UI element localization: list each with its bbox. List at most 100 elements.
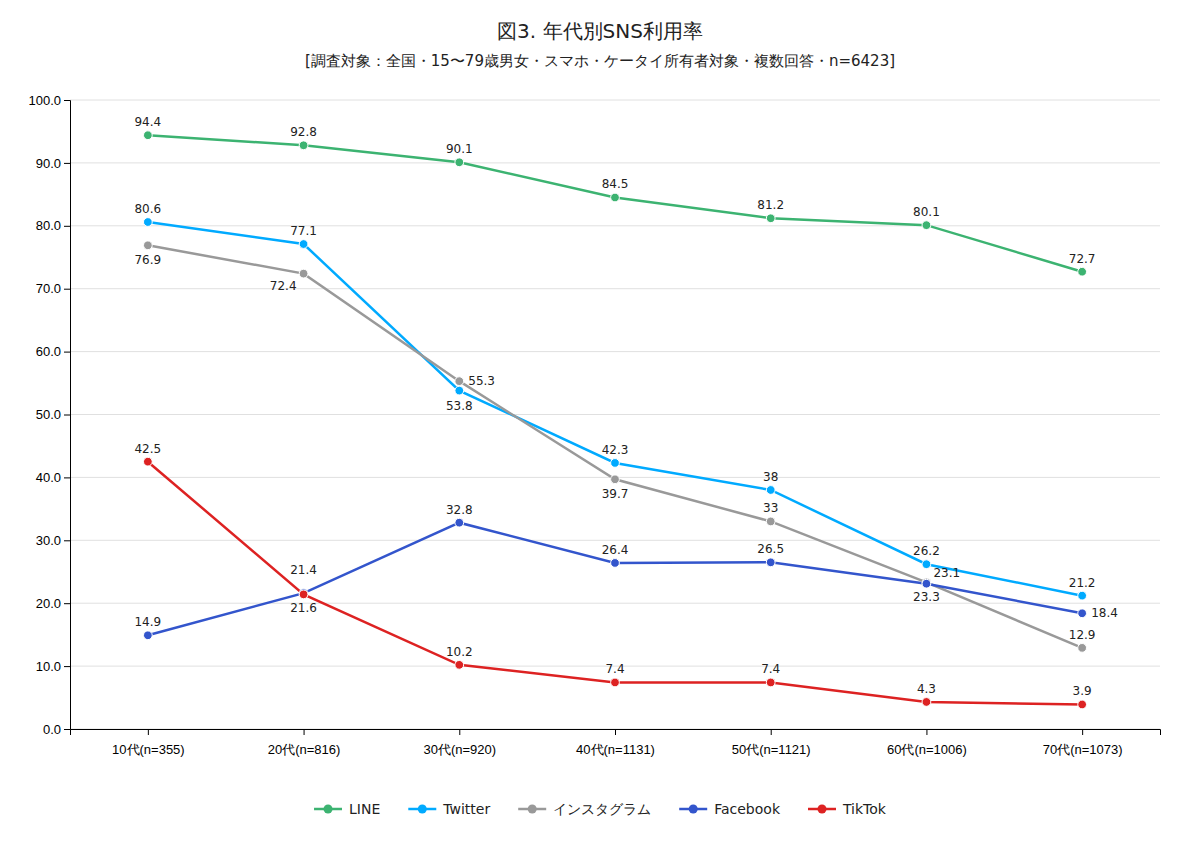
tick-mark xyxy=(304,729,305,735)
legend-item: LINE xyxy=(314,801,380,817)
tick: 60代(n=1006) xyxy=(887,729,967,757)
grid-line xyxy=(70,603,1160,604)
tick-mark xyxy=(64,477,70,478)
tick: 40.0 xyxy=(36,470,70,485)
tick-mark xyxy=(64,666,70,667)
data-label: 26.5 xyxy=(757,542,784,556)
tick: 70代(n=1073) xyxy=(1043,729,1123,757)
data-label: 26.4 xyxy=(602,543,629,557)
y-axis: 0.010.020.030.040.050.060.070.080.090.01… xyxy=(28,93,70,737)
point xyxy=(299,269,308,278)
tick: 60.0 xyxy=(36,344,70,359)
data-label: 92.8 xyxy=(290,125,317,139)
data-label: 21.2 xyxy=(1069,576,1096,590)
tick-label: 80.0 xyxy=(36,218,61,233)
point xyxy=(1078,700,1087,709)
tick: 10.0 xyxy=(36,659,70,674)
tick-label: 40.0 xyxy=(36,470,61,485)
grid-line xyxy=(70,162,1160,163)
legend-label: インスタグラム xyxy=(553,801,651,817)
data-label: 23.1 xyxy=(933,566,960,580)
point xyxy=(299,590,308,599)
point xyxy=(1078,267,1087,276)
tick-label: 90.0 xyxy=(36,156,61,171)
point xyxy=(455,660,464,669)
data-label: 55.3 xyxy=(468,374,495,388)
x-axis: 10代(n=355)20代(n=816)30代(n=920)40代(n=1131… xyxy=(71,729,1161,757)
point xyxy=(1078,591,1087,600)
tick-mark xyxy=(148,729,149,735)
point xyxy=(766,517,775,526)
point xyxy=(1078,609,1087,618)
grid-line xyxy=(70,100,1160,101)
data-labels: 94.492.890.184.581.280.172.780.677.153.8… xyxy=(134,115,1117,698)
data-label: 80.1 xyxy=(913,205,940,219)
axis-line xyxy=(71,730,1161,736)
point xyxy=(143,131,152,140)
data-label: 26.2 xyxy=(913,544,940,558)
tick: 70.0 xyxy=(36,281,70,296)
grid-line xyxy=(70,540,1160,541)
legend-label: LINE xyxy=(349,801,380,817)
data-label: 18.4 xyxy=(1091,606,1118,620)
point xyxy=(455,377,464,386)
legend-marker xyxy=(418,805,427,814)
grid-line xyxy=(70,225,1160,226)
data-label: 81.2 xyxy=(757,198,784,212)
point xyxy=(922,698,931,707)
point xyxy=(455,386,464,395)
series-line xyxy=(148,523,1082,636)
legend-marker xyxy=(689,805,698,814)
data-label: 39.7 xyxy=(602,487,629,501)
chart: 図3. 年代別SNS利用率[調査対象：全国・15〜79歳男女・スマホ・ケータイ所… xyxy=(0,0,1200,849)
legend-item: Twitter xyxy=(408,801,490,817)
tick-mark xyxy=(926,729,927,735)
grid xyxy=(70,100,1160,729)
grid-line xyxy=(70,288,1160,289)
tick-mark xyxy=(615,729,616,735)
point xyxy=(922,579,931,588)
data-label: 72.7 xyxy=(1069,252,1096,266)
tick-mark xyxy=(64,729,70,730)
tick-label: 70代(n=1073) xyxy=(1043,742,1123,757)
tick: 30代(n=920) xyxy=(423,729,496,757)
legend-marker xyxy=(528,805,537,814)
data-label: 80.6 xyxy=(134,202,161,216)
tick: 50.0 xyxy=(36,407,70,422)
legend-item: TikTok xyxy=(808,801,887,817)
tick-label: 30代(n=920) xyxy=(423,742,496,757)
grid-line xyxy=(70,414,1160,415)
tick-mark xyxy=(64,163,70,164)
tick-label: 0.0 xyxy=(43,722,61,737)
data-label: 72.4 xyxy=(270,279,297,293)
tick-label: 70.0 xyxy=(36,281,61,296)
data-label: 32.8 xyxy=(446,503,473,517)
tick: 40代(n=1131) xyxy=(576,729,655,757)
title: 図3. 年代別SNS利用率 xyxy=(497,19,703,43)
tick-mark xyxy=(64,415,70,416)
axis-line xyxy=(64,101,71,730)
point xyxy=(455,518,464,527)
tick: 90.0 xyxy=(36,156,70,171)
legend-marker xyxy=(324,805,333,814)
data-label: 76.9 xyxy=(134,253,161,267)
data-label: 90.1 xyxy=(446,142,473,156)
tick: 50代(n=1121) xyxy=(732,729,811,757)
point xyxy=(1078,643,1087,652)
point xyxy=(455,158,464,167)
tick-mark xyxy=(64,226,70,227)
data-label: 94.4 xyxy=(134,115,161,129)
point xyxy=(143,631,152,640)
data-label: 23.3 xyxy=(913,590,940,604)
tick-label: 60代(n=1006) xyxy=(887,742,967,757)
data-label: 33 xyxy=(763,501,778,515)
point xyxy=(611,193,620,202)
legend-item: Facebook xyxy=(679,801,781,817)
tick-mark xyxy=(1082,729,1083,735)
tick: 20.0 xyxy=(36,596,70,611)
legend-marker xyxy=(818,805,827,814)
tick-mark xyxy=(771,729,772,735)
tick-label: 30.0 xyxy=(36,533,61,548)
point xyxy=(299,240,308,249)
tick: 10代(n=355) xyxy=(112,729,185,757)
